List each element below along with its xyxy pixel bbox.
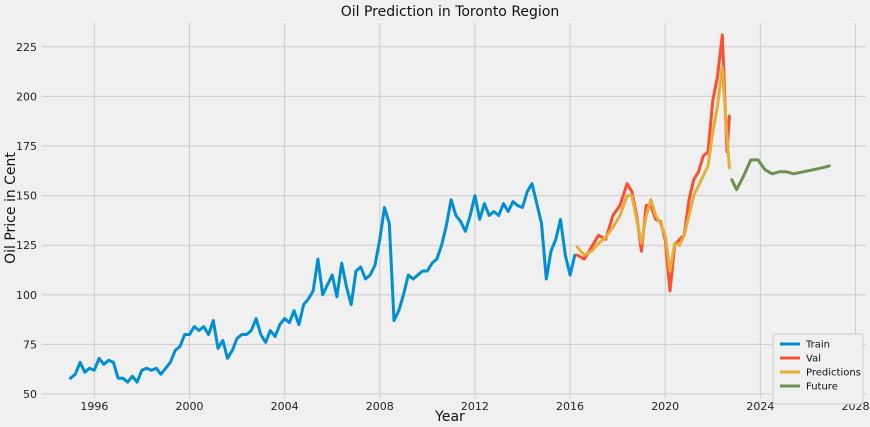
y-tick-label: 175 — [16, 140, 37, 153]
legend-label-train: Train — [805, 340, 830, 351]
y-tick-label: 50 — [23, 388, 37, 401]
y-tick-label: 75 — [23, 338, 37, 351]
y-tick-label: 125 — [16, 239, 37, 252]
x-tick-label: 2004 — [271, 400, 299, 413]
legend-label-future: Future — [806, 382, 838, 393]
x-tick-label: 2008 — [366, 400, 394, 413]
tick-labels: 1996 2000 2004 2008 2012 2016 2020 2024 20285075… — [16, 41, 869, 413]
series-line-val — [575, 33, 731, 293]
y-tick-label: 225 — [16, 41, 37, 54]
legend-label-predictions: Predictions — [806, 368, 861, 379]
legend-label-val: Val — [806, 354, 821, 365]
series-line-train — [69, 182, 577, 384]
series-line-future — [730, 158, 831, 192]
x-tick-label: 1996 — [80, 400, 108, 413]
y-tick-label: 200 — [16, 90, 37, 103]
chart-title: Oil Prediction in Toronto Region — [341, 4, 560, 20]
x-tick-label: 2024 — [746, 400, 774, 413]
x-tick-label: 2020 — [651, 400, 679, 413]
legend: Train Val Predictions Future — [772, 333, 864, 405]
x-tick-label: 2000 — [175, 400, 203, 413]
series-line-predictions — [575, 65, 731, 273]
x-tick-label: 2016 — [556, 400, 584, 413]
x-axis-label: Year — [434, 409, 465, 425]
y-tick-label: 100 — [16, 289, 37, 302]
series-lines — [69, 33, 831, 384]
y-tick-label: 150 — [16, 190, 37, 203]
y-axis-label: Oil Price in Cent — [3, 152, 19, 264]
x-tick-label: 2012 — [461, 400, 489, 413]
